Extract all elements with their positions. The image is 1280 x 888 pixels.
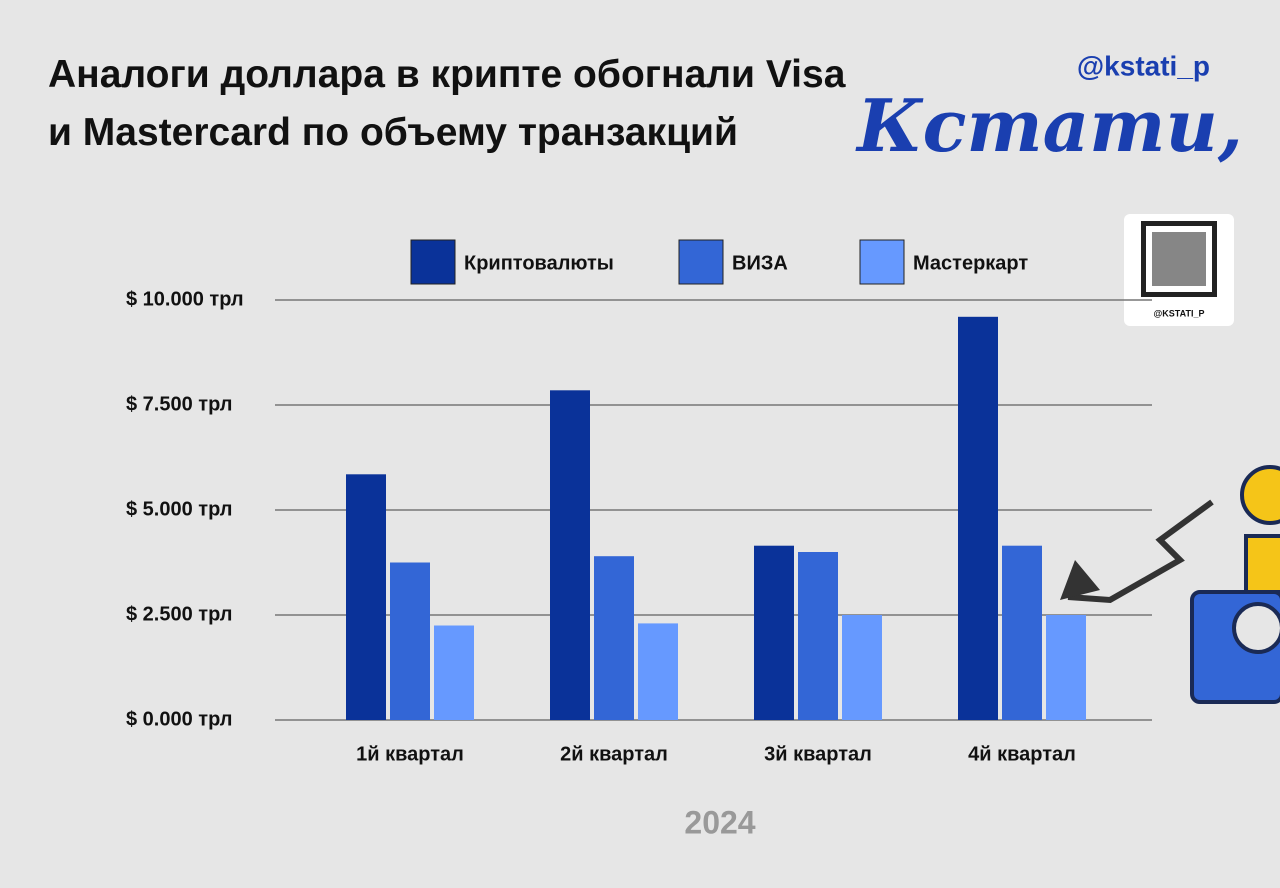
bar: [958, 316, 998, 720]
x-tick-label: 2й квартал: [560, 743, 668, 765]
qr-code: [1124, 214, 1234, 326]
decoration: [1060, 465, 1280, 704]
bar: [1002, 545, 1042, 720]
bar: [550, 390, 590, 720]
legend-label: ВИЗА: [732, 252, 788, 274]
bar: [798, 552, 838, 720]
y-tick-label: $ 2.500 трл: [126, 603, 233, 625]
qr-label: @KSTATI_P: [1154, 308, 1205, 318]
bar: [390, 562, 430, 720]
legend-label: Криптовалюты: [464, 252, 614, 274]
x-tick-label: 4й квартал: [968, 743, 1076, 765]
chart-title: Аналоги доллара в крипте обогнали Visa и…: [48, 53, 846, 154]
y-tick-label: $ 7.500 трл: [126, 393, 233, 415]
logo: Кстати,: [855, 83, 1243, 168]
legend-swatch: [859, 239, 905, 285]
y-tick-label: $ 0.000 трл: [126, 708, 233, 730]
y-tick-label: $ 10.000 трл: [126, 288, 244, 310]
x-tick-label: 3й квартал: [764, 743, 872, 765]
bar: [842, 615, 882, 720]
x-axis-label: 2024: [684, 804, 755, 840]
bar: [434, 625, 474, 720]
legend-swatch: [678, 239, 724, 285]
bar: [594, 556, 634, 720]
bar: [638, 623, 678, 720]
bar: [1046, 615, 1086, 720]
legend-label: Мастеркарт: [913, 252, 1028, 274]
bar: [754, 545, 794, 720]
y-tick-label: $ 5.000 трл: [126, 498, 233, 520]
x-tick-label: 1й квартал: [356, 743, 464, 765]
handle: @kstati_p: [1077, 50, 1210, 81]
bar: [346, 474, 386, 720]
legend-swatch: [410, 239, 456, 285]
